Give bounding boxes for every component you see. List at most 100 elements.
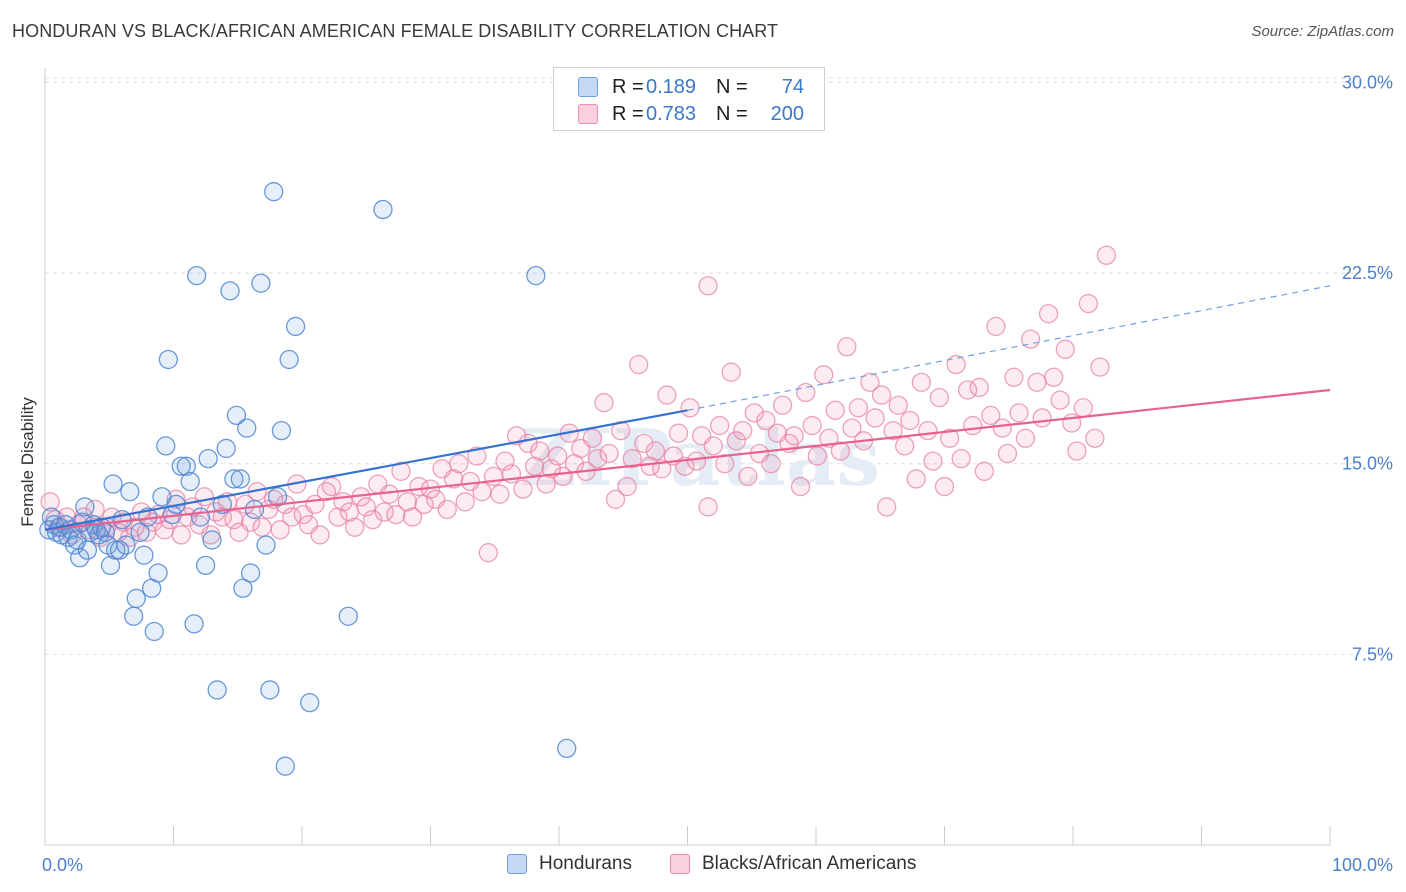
hondurans-data-point bbox=[134, 545, 154, 565]
blacks-data-point bbox=[171, 525, 191, 545]
stats-legend-row-blacks: R = 0.783 N = 200 bbox=[578, 101, 804, 127]
hondurans-data-point bbox=[240, 563, 261, 583]
blacks-data-point bbox=[923, 451, 943, 471]
blacks-data-point bbox=[963, 415, 983, 436]
source-credit: Source: ZipAtlas.com bbox=[1251, 23, 1394, 40]
blacks-data-point bbox=[790, 476, 811, 497]
blacks-data-point bbox=[888, 395, 908, 415]
hondurans-data-point bbox=[156, 436, 176, 456]
n-label: N = bbox=[716, 102, 748, 125]
blacks-data-point bbox=[328, 507, 348, 527]
hondurans-data-point bbox=[176, 456, 197, 476]
blacks-data-point bbox=[40, 492, 60, 512]
blacks-data-point bbox=[807, 446, 827, 466]
blacks-data-point bbox=[478, 543, 498, 563]
hondurans-data-point bbox=[77, 540, 98, 560]
hondurans-data-point bbox=[230, 469, 250, 489]
blacks-data-point bbox=[986, 316, 1006, 337]
blacks-data-point bbox=[374, 502, 394, 522]
hondurans-data-point bbox=[70, 548, 90, 568]
hondurans-data-point bbox=[216, 438, 236, 459]
hondurans-data-point bbox=[526, 265, 546, 286]
blacks-data-point bbox=[871, 385, 892, 405]
blacks-data-point bbox=[379, 484, 400, 504]
hondurans-data-point bbox=[109, 540, 130, 560]
blacks-data-point bbox=[582, 428, 603, 448]
blacks-data-point bbox=[1085, 428, 1105, 448]
blacks-data-point bbox=[974, 461, 994, 481]
blacks-data-point bbox=[1073, 398, 1093, 418]
blacks-data-point bbox=[587, 448, 608, 469]
blacks-data-point bbox=[490, 484, 510, 504]
blacks-data-point bbox=[449, 454, 469, 474]
hondurans-data-point bbox=[158, 349, 179, 370]
blacks-data-point bbox=[837, 337, 857, 357]
blacks-data-point bbox=[240, 512, 261, 532]
hondurans-data-point bbox=[124, 606, 144, 626]
r-value: 0.189 bbox=[646, 75, 697, 98]
hondurans-data-point bbox=[116, 535, 136, 555]
hondurans-data-point bbox=[144, 621, 164, 642]
blacks-data-point bbox=[715, 454, 735, 474]
blacks-data-point bbox=[455, 492, 475, 512]
hondurans-data-point bbox=[226, 405, 247, 426]
hondurans-data-point bbox=[264, 182, 284, 202]
blacks-data-point bbox=[397, 492, 418, 512]
blacks-data-point bbox=[345, 517, 365, 537]
y-tick-label: 7.5% bbox=[1352, 644, 1393, 664]
blacks-legend-swatch bbox=[670, 854, 690, 874]
hondurans-data-point bbox=[244, 499, 265, 520]
hondurans-data-point bbox=[148, 563, 168, 583]
blacks-data-point bbox=[1038, 304, 1059, 324]
blacks-data-point bbox=[744, 403, 764, 423]
blacks-data-point bbox=[830, 441, 851, 461]
hondurans-data-point bbox=[279, 349, 299, 370]
hondurans-data-point bbox=[130, 522, 150, 542]
hondurans-data-point bbox=[373, 199, 393, 220]
blacks-data-point bbox=[530, 441, 550, 461]
blacks-data-point bbox=[437, 499, 457, 520]
blacks-data-point bbox=[883, 421, 903, 441]
hondurans-data-point bbox=[120, 482, 140, 502]
blacks-data-point bbox=[594, 393, 614, 413]
blacks-data-point bbox=[524, 456, 545, 476]
blacks-data-point bbox=[599, 443, 619, 464]
blacks-data-point bbox=[877, 497, 897, 517]
n-label: N = bbox=[716, 75, 748, 98]
r-label: R = bbox=[612, 102, 644, 125]
blacks-data-point bbox=[1055, 339, 1075, 359]
legend-item-hondurans: Hondurans bbox=[507, 851, 632, 877]
blacks-data-point bbox=[761, 454, 781, 474]
blacks-data-point bbox=[1096, 245, 1117, 265]
hondurans-data-point bbox=[338, 606, 358, 626]
blacks-data-point bbox=[1027, 372, 1047, 393]
y-tick-label: 15.0% bbox=[1342, 454, 1393, 474]
hondurans-data-point bbox=[100, 555, 121, 576]
blacks-data-point bbox=[1050, 390, 1070, 410]
blacks-data-point bbox=[640, 456, 660, 476]
blacks-data-point bbox=[1044, 367, 1064, 387]
blacks-data-point bbox=[548, 446, 568, 466]
hondurans-data-point bbox=[180, 471, 200, 492]
stats-legend: R = 0.189 N = 74 R = 0.783 N = 200 bbox=[553, 67, 825, 131]
blacks-data-point bbox=[772, 395, 793, 415]
blacks-data-point bbox=[224, 509, 244, 530]
blacks-data-point bbox=[865, 408, 885, 428]
hondurans-data-point bbox=[557, 738, 577, 759]
blacks-data-point bbox=[391, 461, 411, 481]
blacks-data-point bbox=[969, 377, 989, 398]
blacks-data-point bbox=[957, 380, 978, 400]
blacks-data-point bbox=[282, 507, 302, 527]
blacks-data-point bbox=[981, 405, 1001, 426]
blacks-data-point bbox=[929, 387, 950, 408]
blacks-data-point bbox=[1090, 357, 1110, 377]
blacks-data-point bbox=[756, 410, 776, 431]
blacks-data-point bbox=[951, 448, 971, 469]
blacks-data-point bbox=[443, 469, 464, 489]
hondurans-data-point bbox=[207, 680, 227, 700]
blacks-data-point bbox=[698, 497, 718, 517]
r-label: R = bbox=[612, 75, 644, 98]
blacks-data-point bbox=[1004, 367, 1024, 387]
blacks-data-point bbox=[946, 354, 966, 375]
